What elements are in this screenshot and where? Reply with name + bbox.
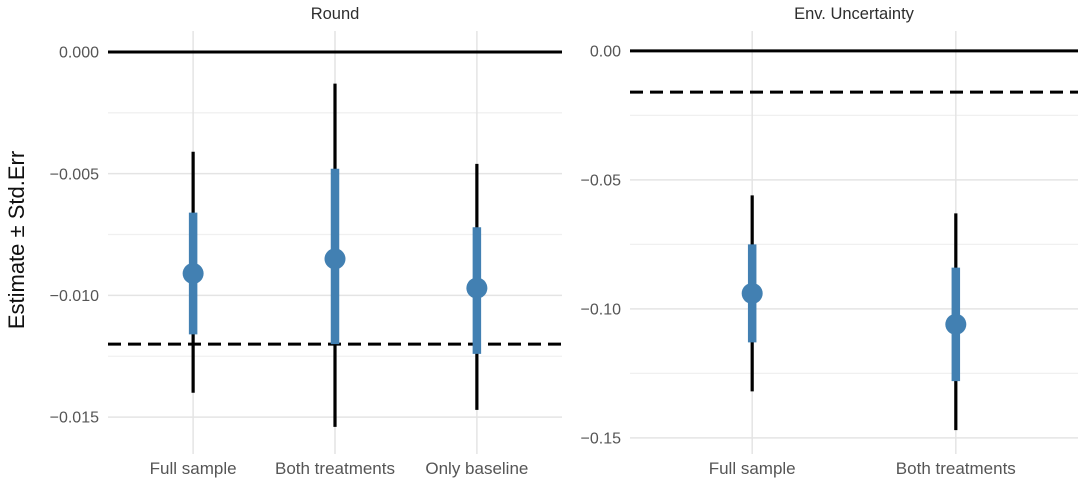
x-category-label: Only baseline <box>425 459 528 478</box>
point-estimate <box>741 282 763 304</box>
x-category-label: Both treatments <box>275 459 395 478</box>
y-tick-label: −0.15 <box>581 430 622 447</box>
y-tick-label: −0.10 <box>581 301 622 318</box>
point-estimate <box>182 262 204 284</box>
panel-title-round: Round <box>310 5 360 23</box>
point-estimate <box>324 248 346 270</box>
y-tick-label: −0.010 <box>50 288 99 305</box>
y-tick-label: −0.005 <box>50 166 99 183</box>
point-estimate <box>466 277 488 299</box>
y-tick-label: 0.000 <box>59 45 99 62</box>
y-tick-label: 0.00 <box>590 43 621 60</box>
x-category-label: Full sample <box>709 459 796 478</box>
x-category-label: Both treatments <box>896 459 1016 478</box>
x-category-label: Full sample <box>150 459 237 478</box>
point-estimate <box>945 313 967 335</box>
y-tick-label: −0.05 <box>581 172 622 189</box>
panel-title-env-uncertainty: Env. Uncertainty <box>794 5 914 23</box>
y-tick-label: −0.015 <box>50 410 99 427</box>
